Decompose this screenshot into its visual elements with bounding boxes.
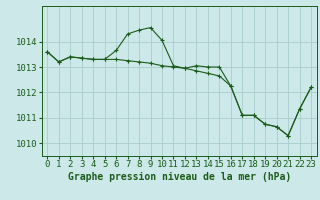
X-axis label: Graphe pression niveau de la mer (hPa): Graphe pression niveau de la mer (hPa) bbox=[68, 172, 291, 182]
